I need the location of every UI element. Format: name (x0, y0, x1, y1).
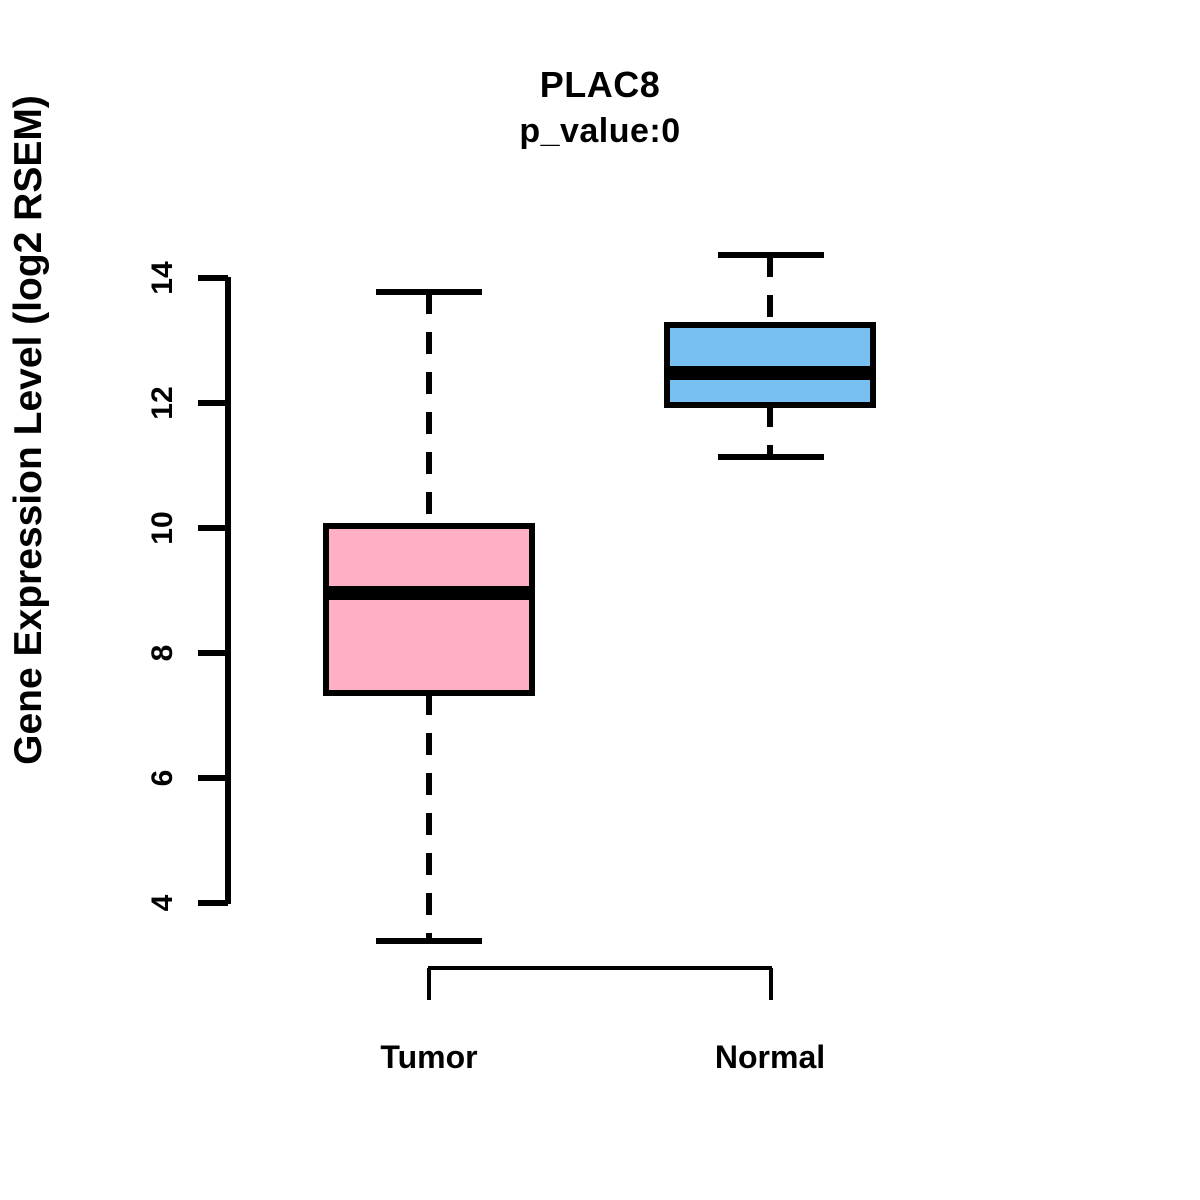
tumor-iqr-box[interactable] (323, 523, 535, 696)
x-tick-label-normal: Normal (714, 1039, 826, 1075)
normal-iqr-box[interactable] (664, 322, 876, 408)
box-tumor[interactable] (323, 289, 535, 944)
y-axis (198, 275, 231, 906)
chart-title: PLAC8 (539, 64, 661, 105)
x-axis (427, 966, 773, 1000)
chart-title-block: PLAC8 p_value:0 (0, 62, 1200, 154)
box-normal[interactable] (664, 252, 876, 460)
chart-subtitle-pvalue: p_value:0 (519, 112, 681, 150)
x-tick-label-tumor: Tumor (380, 1039, 478, 1075)
